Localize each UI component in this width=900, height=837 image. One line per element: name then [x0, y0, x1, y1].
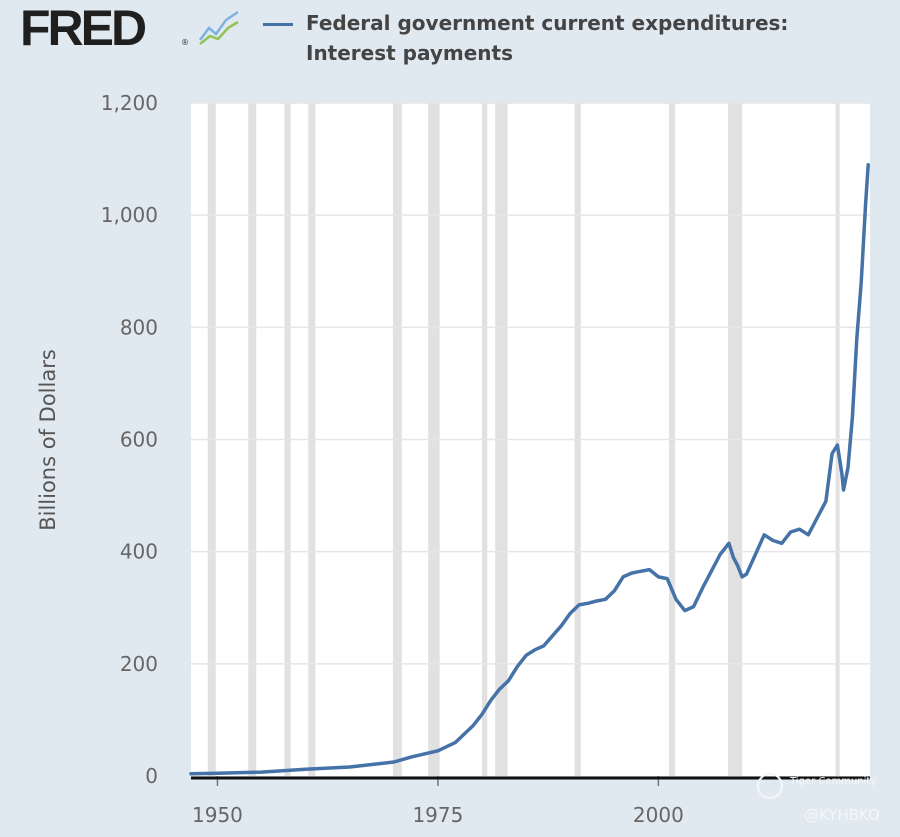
legend-label: Federal government current expenditures:…: [306, 8, 866, 68]
x-tick-label: 2000: [633, 803, 684, 827]
chart-header: FRED ® Federal government current expend…: [0, 0, 900, 80]
y-tick-label: 400: [120, 540, 158, 564]
fred-logo: FRED: [20, 0, 147, 56]
y-tick-label: 0: [145, 764, 158, 788]
x-tick-label: 1950: [192, 803, 243, 827]
y-tick-label: 800: [120, 315, 158, 339]
registered-mark: ®: [181, 38, 189, 47]
watermark-community: Tiger Community: [790, 776, 877, 787]
x-tick-label: 1975: [412, 803, 463, 827]
y-tick-label: 1,000: [101, 203, 158, 227]
legend-line-2: Interest payments: [306, 41, 514, 65]
line-chart-icon: [196, 6, 242, 46]
y-axis-label: Billions of Dollars: [36, 349, 60, 531]
y-tick-label: 600: [120, 428, 158, 452]
watermark-logo-icon: [757, 773, 783, 799]
y-tick-label: 1,200: [101, 91, 158, 115]
watermark-handle: @KYHBKO: [804, 806, 880, 824]
y-tick-label: 200: [120, 652, 158, 676]
series-line-interest-payments: [189, 162, 870, 776]
legend-line-1: Federal government current expenditures:: [306, 11, 789, 35]
legend-swatch: [263, 23, 293, 26]
